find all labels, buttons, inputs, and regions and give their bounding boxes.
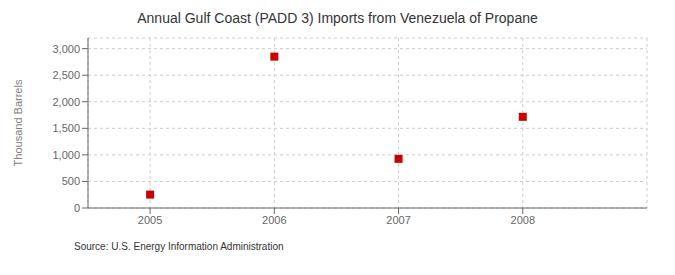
- svg-text:3,000: 3,000: [52, 43, 80, 55]
- html-text:Source: U.S. Energy Informatio: Source: U.S. Energy Information Administ…: [74, 241, 284, 252]
- html-text:Annual Gulf Coast (PADD 3) Imp: Annual Gulf Coast (PADD 3) Imports from …: [137, 10, 538, 26]
- svg-text:2,000: 2,000: [52, 96, 80, 108]
- svg-text:2008: 2008: [511, 214, 535, 226]
- svg-text:1,500: 1,500: [52, 122, 80, 134]
- svg-text:2007: 2007: [386, 214, 410, 226]
- svg-text:Thousand Barrels: Thousand Barrels: [12, 79, 24, 166]
- svg-text:2005: 2005: [138, 214, 162, 226]
- svg-text:2006: 2006: [262, 214, 286, 226]
- svg-text:500: 500: [62, 175, 80, 187]
- svg-text:0: 0: [74, 202, 80, 214]
- svg-text:2,500: 2,500: [52, 69, 80, 81]
- svg-text:1,000: 1,000: [52, 149, 80, 161]
